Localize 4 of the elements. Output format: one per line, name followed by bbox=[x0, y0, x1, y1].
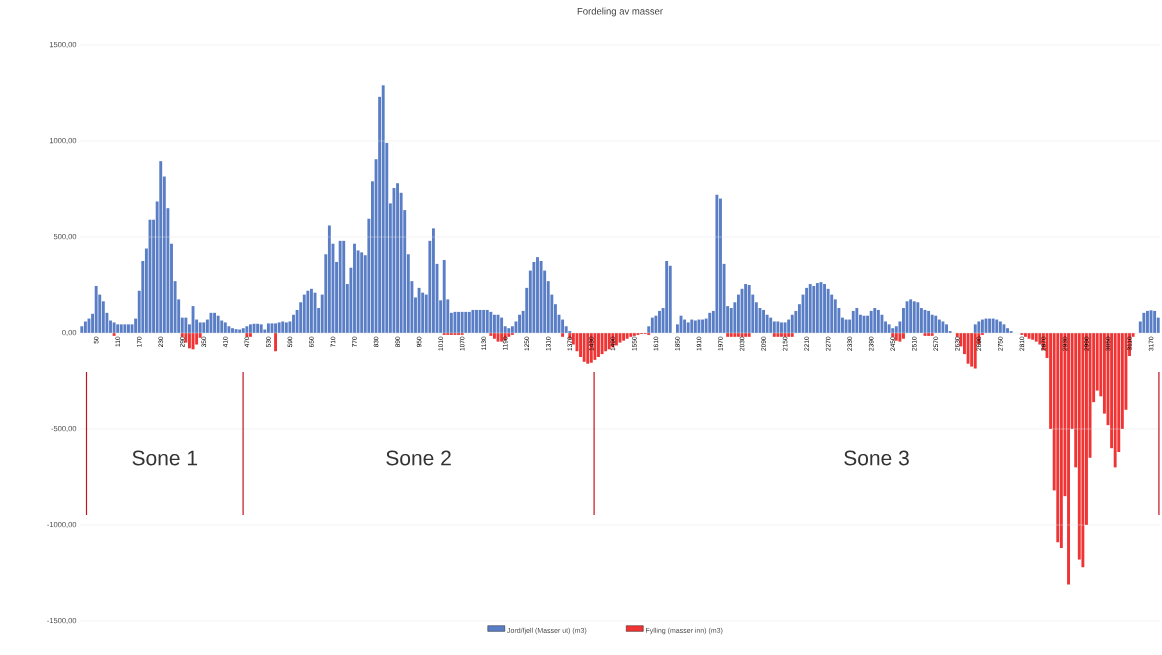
chart-title: Fordeling av masser bbox=[577, 7, 663, 17]
annotation: Sone 3 bbox=[844, 450, 909, 466]
annotation: Sone 1 bbox=[132, 450, 198, 466]
annotation: Sone 2 bbox=[386, 450, 451, 466]
